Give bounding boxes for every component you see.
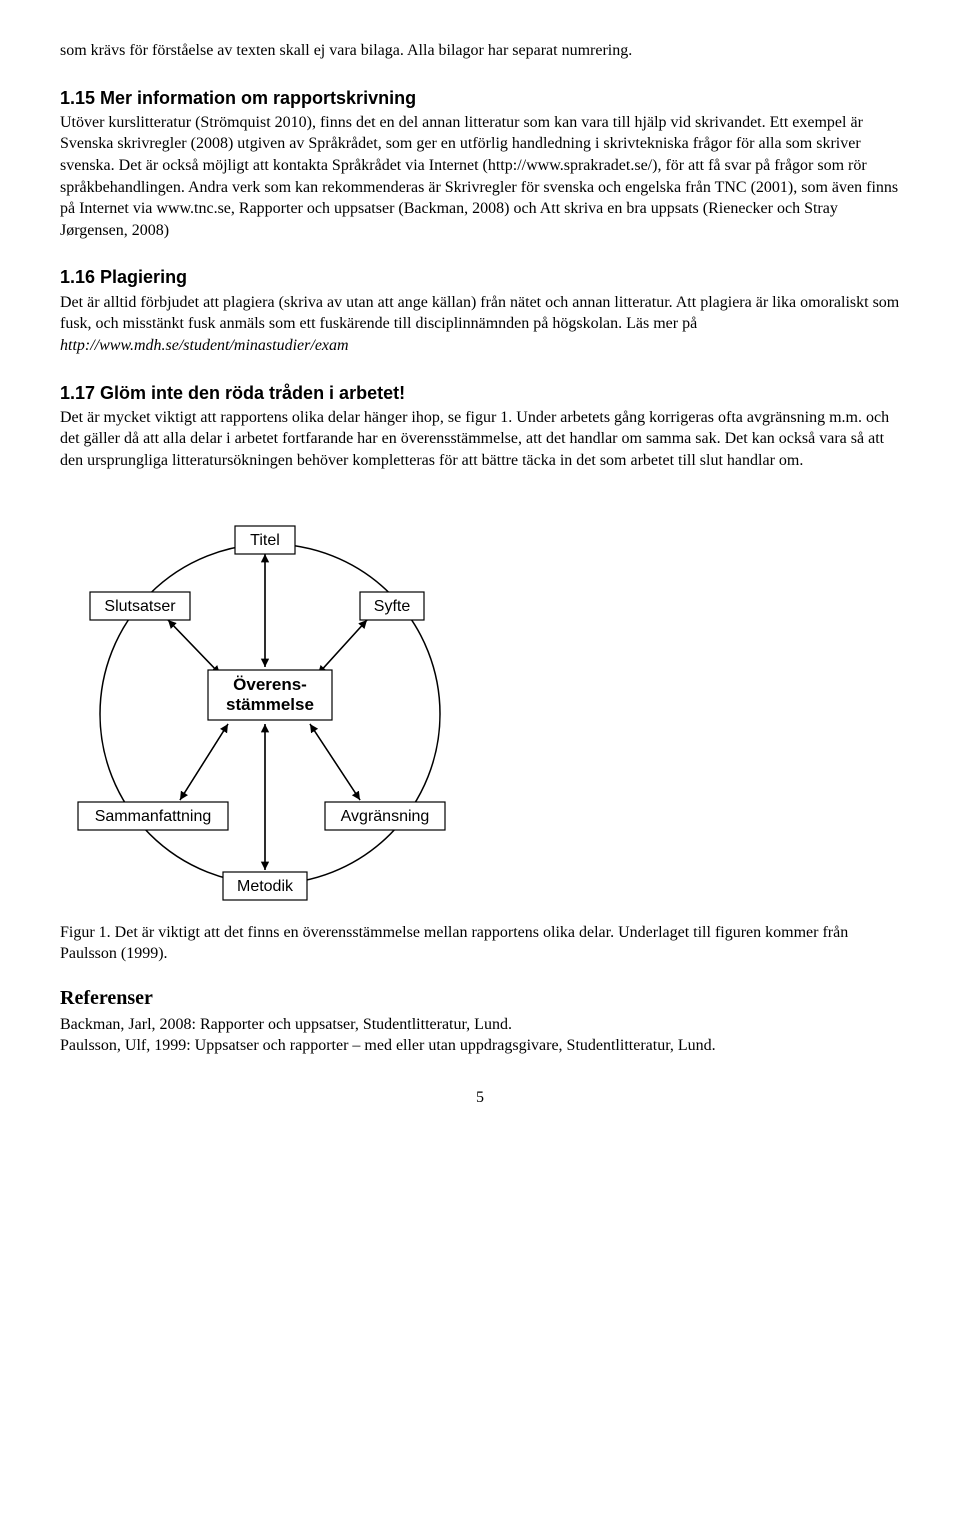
svg-text:stämmelse: stämmelse bbox=[226, 695, 314, 714]
intro-fragment: som krävs för förståelse av texten skall… bbox=[60, 40, 900, 62]
svg-text:Syfte: Syfte bbox=[374, 598, 411, 615]
svg-text:Avgränsning: Avgränsning bbox=[341, 808, 430, 825]
body-1-16-url: http://www.mdh.se/student/minastudier/ex… bbox=[60, 337, 349, 354]
heading-references: Referenser bbox=[60, 985, 900, 1012]
figure-1-diagram: Överens-stämmelse Titel Syfte Avgränsning Me… bbox=[60, 484, 900, 914]
diagram-svg: Överens-stämmelse Titel Syfte Avgränsning Me… bbox=[60, 484, 490, 914]
heading-1-17: 1.17 Glöm inte den röda tråden i arbetet… bbox=[60, 381, 900, 405]
page-number: 5 bbox=[60, 1087, 900, 1109]
body-1-15: Utöver kurslitteratur (Strömquist 2010),… bbox=[60, 112, 900, 242]
body-1-16-text: Det är alltid förbjudet att plagiera (sk… bbox=[60, 294, 899, 333]
figure-1-caption: Figur 1. Det är viktigt att det finns en… bbox=[60, 922, 900, 965]
body-1-17: Det är mycket viktigt att rapportens oli… bbox=[60, 407, 900, 472]
svg-text:Metodik: Metodik bbox=[237, 878, 294, 895]
body-1-16: Det är alltid förbjudet att plagiera (sk… bbox=[60, 292, 900, 357]
heading-1-15: 1.15 Mer information om rapportskrivning bbox=[60, 86, 900, 110]
reference-item: Backman, Jarl, 2008: Rapporter och uppsa… bbox=[60, 1014, 900, 1036]
svg-text:Slutsatser: Slutsatser bbox=[104, 598, 176, 615]
svg-text:Överens-: Överens- bbox=[233, 675, 307, 694]
svg-text:Sammanfattning: Sammanfattning bbox=[95, 808, 212, 825]
heading-1-16: 1.16 Plagiering bbox=[60, 265, 900, 289]
svg-text:Titel: Titel bbox=[250, 532, 280, 549]
reference-item: Paulsson, Ulf, 1999: Uppsatser och rappo… bbox=[60, 1035, 900, 1057]
